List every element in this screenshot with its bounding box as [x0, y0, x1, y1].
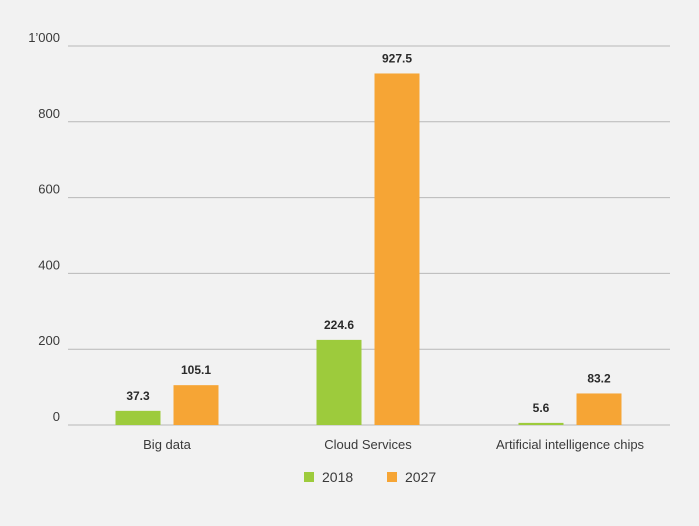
- y-tick-label: 400: [38, 257, 60, 272]
- data-label: 5.6: [533, 401, 550, 415]
- data-label: 83.2: [587, 371, 611, 385]
- x-axis-categories: Big data Cloud Services Artificial intelli…: [143, 437, 644, 452]
- bar: [374, 73, 420, 425]
- bar: [115, 410, 161, 425]
- y-tick-label: 200: [38, 333, 60, 348]
- bar: [518, 422, 564, 425]
- data-label: 37.3: [126, 389, 150, 403]
- y-axis-ticks: 0 200 400 600 800 1’000: [28, 30, 60, 424]
- legend-swatch: [304, 472, 314, 482]
- legend-label: 2018: [322, 469, 353, 485]
- x-category-label: Artificial intelligence chips: [496, 437, 645, 452]
- bar: [173, 385, 219, 425]
- legend-swatch: [387, 472, 397, 482]
- bar: [576, 393, 622, 425]
- gridlines: [68, 45, 670, 426]
- bar: [316, 339, 362, 425]
- bars: 37.3 105.1 224.6 927.5 5.6 83.2: [115, 51, 622, 425]
- y-tick-label: 0: [53, 409, 60, 424]
- legend: 2018 2027: [304, 469, 436, 485]
- data-label: 224.6: [324, 318, 354, 332]
- legend-label: 2027: [405, 469, 436, 485]
- data-label: 927.5: [382, 51, 412, 65]
- x-category-label: Big data: [143, 437, 191, 452]
- y-tick-label: 800: [38, 106, 60, 121]
- y-tick-label: 600: [38, 182, 60, 197]
- x-category-label: Cloud Services: [324, 437, 412, 452]
- y-tick-label: 1’000: [28, 30, 60, 45]
- data-label: 105.1: [181, 363, 211, 377]
